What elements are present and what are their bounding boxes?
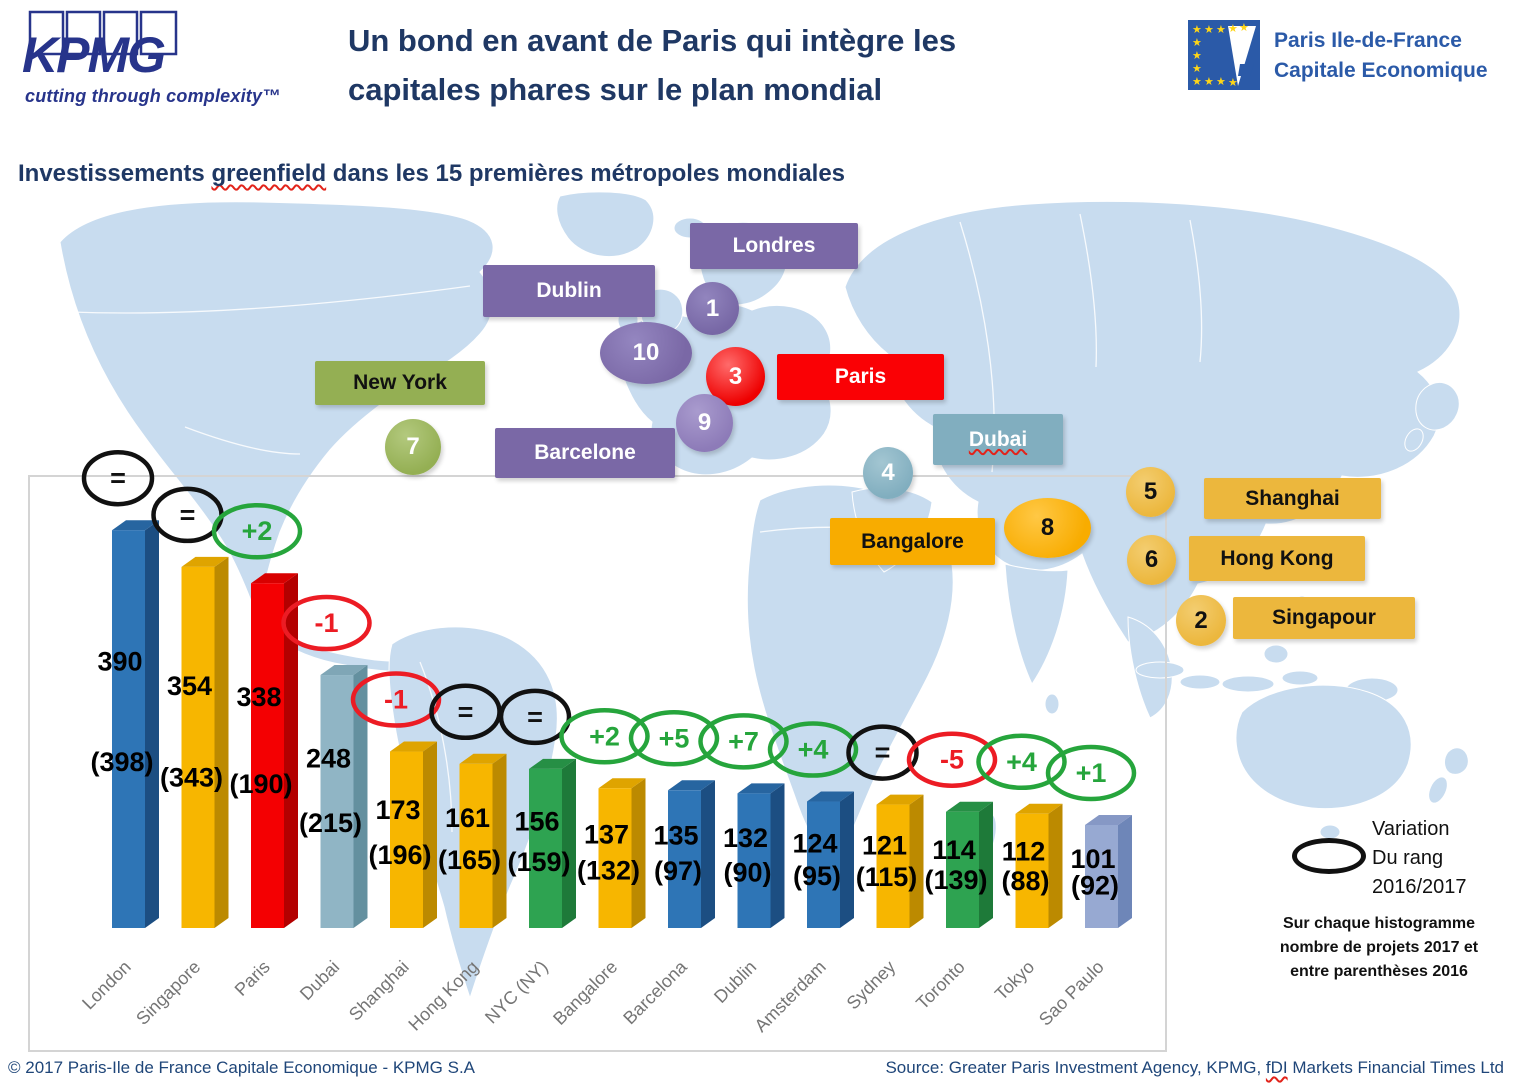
map-scandinavia — [698, 221, 788, 306]
map-border-line-2 — [184, 426, 301, 455]
footer-source: Source: Greater Paris Investment Agency,… — [885, 1058, 1504, 1078]
map-new-zealand-north — [1444, 747, 1469, 775]
legend-variation-line2: Du rang — [1372, 847, 1444, 869]
kpmg-tagline: cutting through complexity™ — [25, 86, 281, 106]
map-tasmania — [1319, 824, 1341, 840]
map-asia — [844, 200, 1461, 643]
svg-text:★: ★ — [1216, 76, 1226, 88]
svg-text:★: ★ — [1204, 24, 1214, 36]
svg-text:★: ★ — [1192, 37, 1202, 49]
chart-subtitle-pre: Investissements — [18, 160, 212, 187]
footer-source-pre: Source: Greater Paris Investment Agency,… — [885, 1058, 1266, 1077]
legend-variation-line1: Variation — [1372, 818, 1450, 840]
legend-note: Sur chaque histogramme nombre de projets… — [1279, 915, 1479, 980]
map-japan — [1415, 381, 1460, 431]
map-australia — [1235, 684, 1412, 810]
kpmg-logo-graphic: KPMG — [22, 10, 178, 83]
map-sri-lanka — [1044, 693, 1060, 715]
page-title-line2: capitales phares sur le plan mondial — [348, 72, 883, 107]
pidf-logo-graphic: ★ ★ ★ ★ ★ ★★★★ ★ ★ ★ — [1188, 20, 1260, 90]
pidf-logo-text: Paris Ile-de-France Capitale Economique — [1274, 26, 1488, 86]
map-india — [1004, 563, 1069, 686]
kpmg-logo-text: KPMG — [22, 27, 165, 82]
svg-text:★: ★ — [1216, 24, 1226, 36]
pidf-logo: ★ ★ ★ ★ ★ ★ ★ ★ ★ ★ ★ ★ Paris Ile-de-France Capit… — [1186, 16, 1488, 97]
map-new-zealand-south — [1428, 776, 1448, 804]
map-ireland — [617, 307, 639, 333]
kpmg-logo: KPMG cutting through complexity™ — [22, 10, 322, 106]
svg-text:★: ★ — [1192, 24, 1202, 36]
page-title-line1: Un bond en avant de Paris qui intègre le… — [348, 23, 957, 58]
chart-subtitle: Investissements greenfield dans les 15 p… — [18, 160, 845, 188]
footer-source-wavy-word: fDI — [1265, 1058, 1288, 1077]
map-iceland — [673, 217, 707, 239]
map-borneo — [1263, 644, 1289, 664]
svg-text:★: ★ — [1192, 76, 1202, 88]
map-indonesia-4 — [1281, 670, 1319, 686]
legend-variation-oval — [1292, 838, 1366, 874]
svg-text:★: ★ — [1239, 22, 1249, 34]
map-europe — [614, 303, 832, 476]
svg-text:★: ★ — [1228, 77, 1238, 89]
svg-text:★: ★ — [1228, 23, 1238, 35]
map-indonesia-1 — [1135, 661, 1185, 679]
map-uk — [639, 288, 684, 335]
svg-text:★: ★ — [1204, 76, 1214, 88]
pidf-logo-line1: Paris Ile-de-France — [1274, 29, 1462, 52]
map-indonesia-3 — [1221, 675, 1275, 693]
page-title: Un bond en avant de Paris qui intègre le… — [348, 16, 1088, 114]
legend-variation-line3: 2016/2017 — [1372, 876, 1467, 898]
map-japan-south — [1404, 428, 1424, 452]
map-greenland — [556, 192, 655, 258]
svg-text:★: ★ — [1192, 50, 1202, 62]
chart-subtitle-wavy-word: greenfield — [211, 160, 327, 187]
footer-copyright: © 2017 Paris-Ile de France Capitale Econ… — [8, 1058, 476, 1077]
map-border-line-5 — [1189, 219, 1203, 363]
pidf-logo-line2: Capitale Economique — [1274, 59, 1488, 82]
map-indonesia-2 — [1179, 674, 1221, 690]
plot-area — [28, 475, 1167, 1052]
map-philippines — [1291, 595, 1313, 629]
chart-subtitle-post: dans les 15 premières métropoles mondial… — [326, 160, 846, 187]
legend-variation-text: Variation Du rang 2016/2017 — [1372, 815, 1467, 902]
svg-text:★: ★ — [1192, 63, 1202, 75]
footer-source-post: Markets Financial Times Ltd — [1287, 1058, 1504, 1077]
map-border-line-4 — [1079, 213, 1098, 368]
map-border-line-1 — [69, 285, 471, 314]
